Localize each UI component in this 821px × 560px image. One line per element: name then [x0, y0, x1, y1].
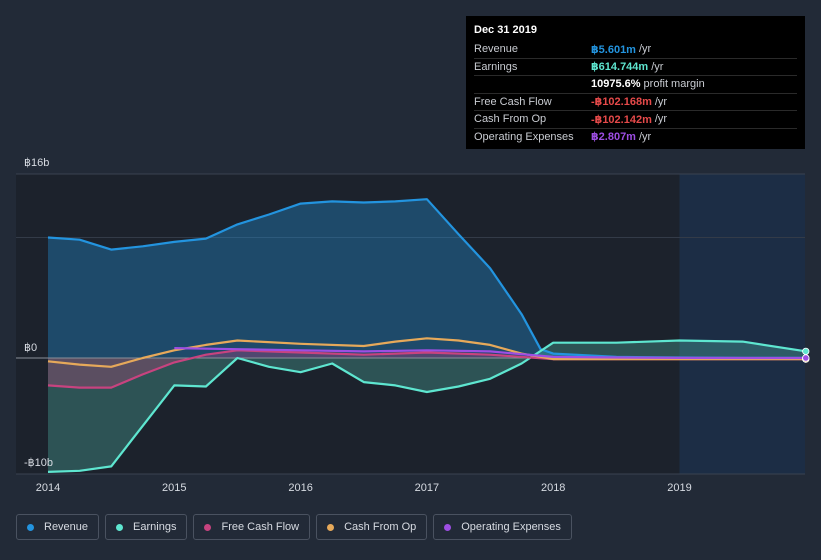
legend-label: Operating Expenses: [461, 521, 561, 533]
tooltip-row-value: 10975.6%: [591, 78, 641, 91]
legend: Revenue Earnings Free Cash Flow Cash From O…: [16, 514, 572, 540]
x-tick-label: 2018: [541, 482, 565, 494]
legend-item-revenue[interactable]: Revenue: [16, 514, 100, 540]
tooltip-row-unit: profit margin: [643, 78, 705, 91]
series-end-marker: [802, 354, 810, 362]
tooltip-row-value: -฿102.142m: [591, 113, 652, 126]
forecast-shade: [679, 174, 805, 474]
x-tick-label: 2015: [162, 482, 186, 494]
x-tick-label: 2017: [415, 482, 439, 494]
tooltip-row-value: -฿102.168m: [591, 96, 652, 109]
series-end-marker: [802, 347, 810, 355]
legend-label: Earnings: [133, 521, 177, 533]
tooltip-row: Cash From Op -฿102.142m/yr: [474, 110, 797, 128]
tooltip-row-unit: /yr: [654, 95, 668, 108]
tooltip-row-value: ฿2.807m: [591, 131, 636, 144]
legend-item-operating-expenses[interactable]: Operating Expenses: [433, 514, 572, 540]
tooltip-row-label: Earnings: [474, 60, 518, 73]
legend-dot-icon: [327, 523, 335, 531]
legend-item-cash-from-op[interactable]: Cash From Op: [316, 514, 428, 540]
series-line-cash-from-op: [47, 337, 806, 368]
series-line-revenue: [47, 198, 806, 359]
series-line-earnings: [47, 339, 806, 473]
tooltip-row: Operating Expenses ฿2.807m/yr: [474, 127, 797, 146]
tooltip-row-unit: /yr: [638, 130, 652, 143]
tooltip-row-value: ฿5.601m: [591, 43, 636, 56]
x-tick-label: 2019: [667, 482, 691, 494]
legend-item-earnings[interactable]: Earnings: [105, 514, 188, 540]
tooltip-row-unit: /yr: [651, 60, 664, 73]
tooltip-row: Earnings ฿614.744m/yr: [474, 57, 797, 76]
legend-dot-icon: [27, 523, 34, 531]
legend-label: Cash From Op: [344, 521, 417, 533]
y-tick-label: ฿0: [24, 342, 37, 354]
y-tick-label: -฿10b: [24, 457, 53, 469]
legend-dot-icon: [444, 523, 452, 531]
series-area-earnings: [48, 340, 806, 472]
legend-dot-icon: [204, 523, 212, 531]
legend-label: Revenue: [44, 521, 89, 533]
tooltip-row-unit: /yr: [638, 43, 652, 56]
series-area-revenue: [48, 199, 806, 358]
x-tick-label: 2014: [36, 482, 60, 494]
tooltip-row: Revenue ฿5.601m/yr: [474, 41, 797, 58]
tooltip-row-unit: /yr: [654, 113, 668, 126]
x-tick-label: 2016: [288, 482, 312, 494]
series-line-operating-expenses: [174, 347, 806, 360]
tooltip-row: Free Cash Flow -฿102.168m/yr: [474, 92, 797, 111]
plot-area: [16, 174, 805, 474]
legend-label: Free Cash Flow: [221, 521, 300, 533]
tooltip-row-label: Revenue: [474, 43, 519, 56]
y-tick-label: ฿16b: [24, 157, 49, 169]
tooltip-date: Dec 31 2019: [474, 24, 537, 36]
tooltip-row-label: Operating Expenses: [474, 130, 574, 143]
tooltip-row-label: Cash From Op: [474, 113, 547, 126]
legend-dot-icon: [116, 523, 124, 531]
legend-item-free-cash-flow[interactable]: Free Cash Flow: [193, 514, 311, 540]
tooltip: Dec 31 2019 Revenue ฿5.601m/yr Earnings ฿61…: [466, 16, 805, 149]
tooltip-row-value: ฿614.744m: [591, 61, 649, 74]
tooltip-row-label: Free Cash Flow: [474, 95, 552, 108]
tooltip-row: 10975.6% profit margin: [474, 75, 797, 93]
